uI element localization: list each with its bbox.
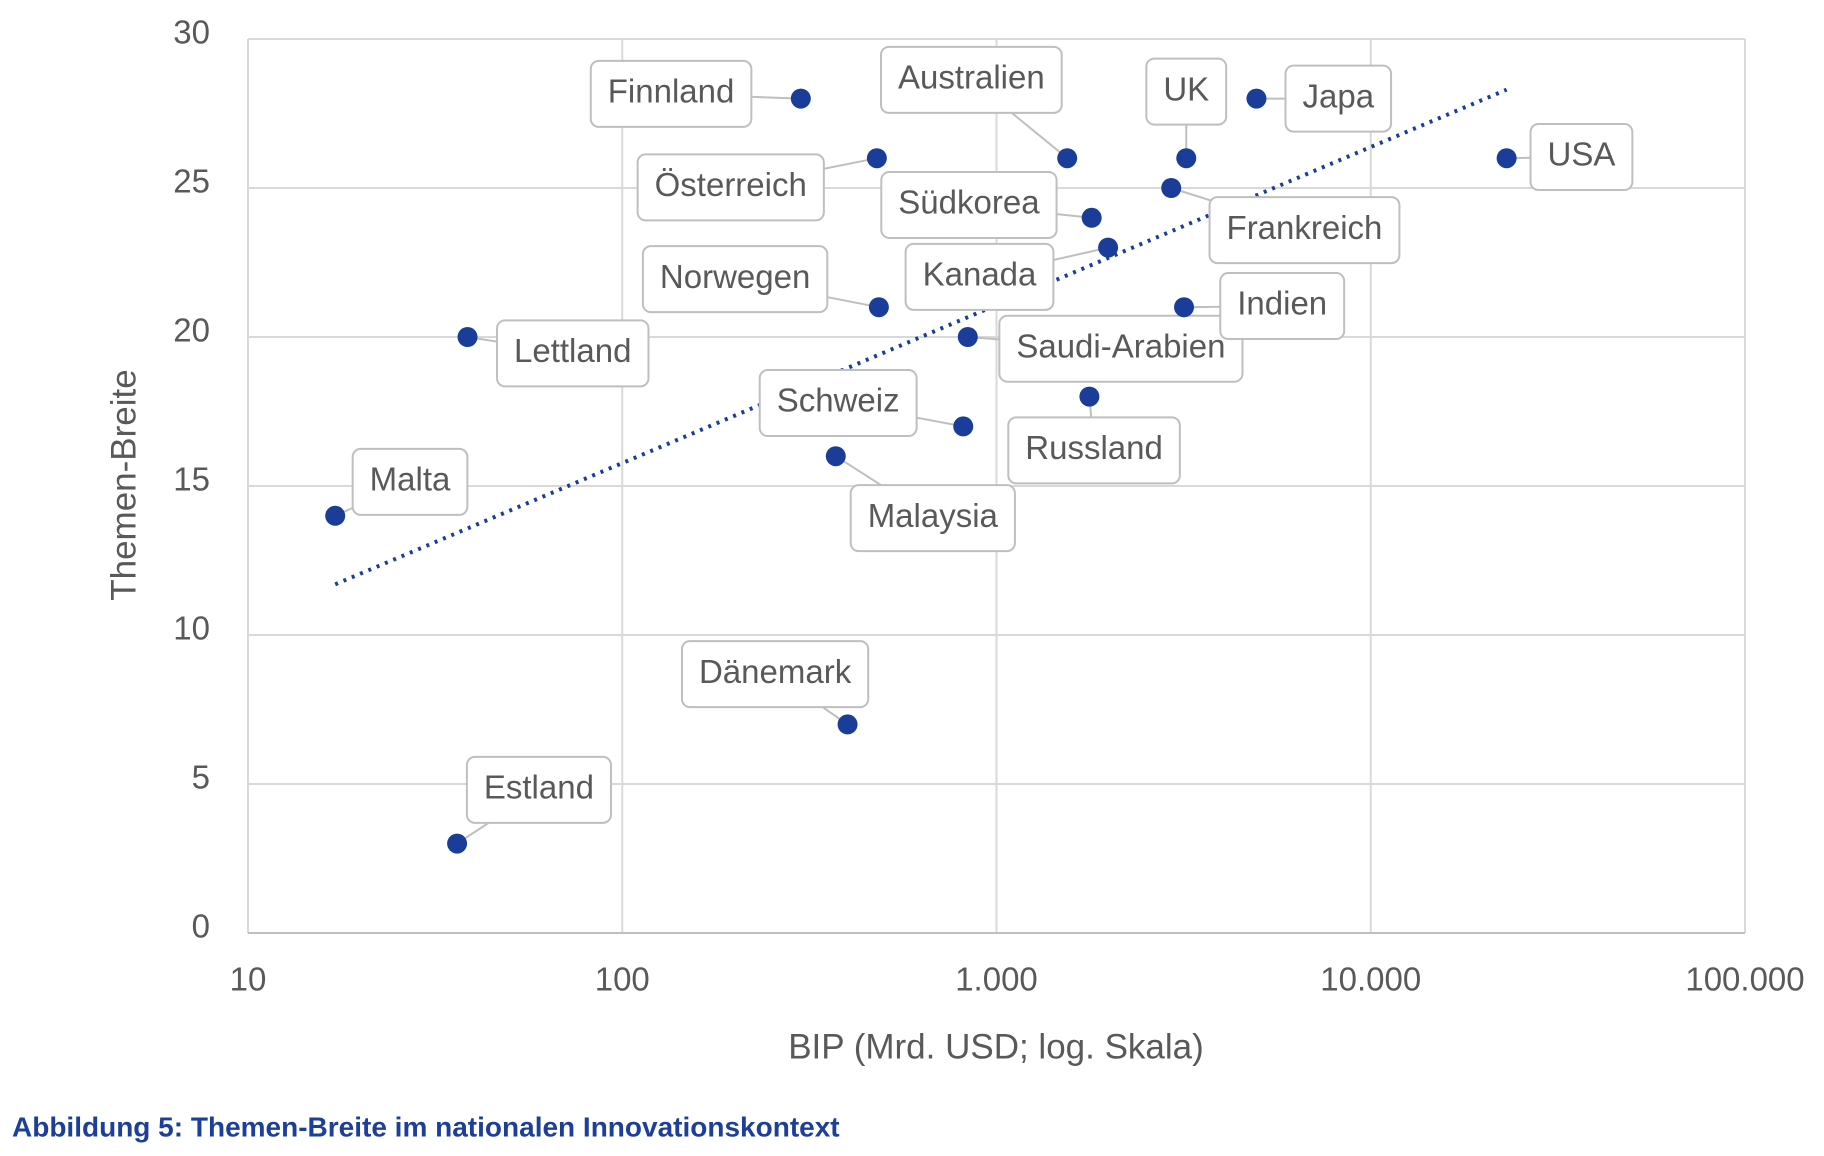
y-tick-label: 30 [173, 14, 210, 51]
label-box [351, 447, 469, 516]
data-label: Malta [370, 461, 451, 498]
callout: Schweiz [758, 369, 964, 438]
data-label: Russland [1025, 429, 1163, 466]
data-label: Südkorea [898, 184, 1040, 221]
label-box [1007, 416, 1181, 485]
data-point [1079, 386, 1100, 407]
label-box [1219, 272, 1346, 341]
data-point [837, 714, 858, 735]
data-point [1081, 207, 1102, 228]
callout: UK [1145, 57, 1228, 159]
label-box [1529, 123, 1634, 192]
data-point [1174, 297, 1195, 318]
data-label: Japa [1303, 77, 1375, 114]
data-label: Finnland [608, 73, 735, 110]
data-label: Saudi-Arabien [1016, 327, 1225, 364]
data-point [447, 833, 468, 854]
callout: Südkorea [880, 170, 1092, 239]
data-point [1057, 148, 1078, 169]
callout: Dänemark [680, 640, 870, 726]
callout: Saudi-Arabien [967, 314, 1244, 383]
data-label: Indien [1237, 285, 1327, 322]
data-point [866, 148, 887, 169]
data-point [1496, 148, 1517, 169]
x-tick-label: 1.000 [955, 961, 1038, 998]
label-box [496, 319, 650, 388]
data-label: Malaysia [868, 497, 999, 534]
data-point [868, 297, 889, 318]
data-point [953, 416, 974, 437]
callout: Indien [1184, 272, 1346, 341]
callout: Lettland [467, 319, 650, 388]
callout: Japa [1256, 64, 1393, 133]
data-point [957, 327, 978, 347]
data-label: Lettland [514, 332, 631, 369]
label-box [589, 59, 753, 128]
label-box [849, 484, 1016, 553]
x-tick-label: 100 [595, 961, 650, 998]
label-box [636, 153, 825, 222]
callout: Finnland [589, 59, 801, 128]
data-point [325, 505, 346, 526]
callout: Malaysia [835, 455, 1016, 553]
callout: Kanada [904, 242, 1109, 311]
data-point [457, 327, 478, 347]
data-point [1098, 237, 1119, 258]
label-box [879, 45, 1063, 114]
label-box [680, 640, 870, 709]
data-label: Frankreich [1227, 209, 1383, 246]
data-label: Dänemark [699, 653, 852, 690]
y-tick-label: 0 [192, 908, 210, 945]
data-label: Norwegen [660, 258, 810, 295]
callout: Estland [456, 755, 612, 845]
data-label: USA [1548, 136, 1616, 173]
x-axis-title: BIP (Mrd. USD; log. Skala) [788, 1027, 1204, 1066]
data-point [1161, 178, 1182, 198]
data-label: Österreich [655, 166, 807, 203]
callout: Australien [879, 45, 1068, 159]
data-point [825, 446, 846, 467]
y-tick-label: 5 [192, 759, 210, 796]
caption: Abbildung 5: Themen-Breite im nationalen… [12, 1111, 840, 1142]
label-box [998, 314, 1244, 383]
data-label: Australien [898, 59, 1045, 96]
label-box [1145, 57, 1228, 126]
label-box [904, 242, 1055, 311]
data-point [1246, 88, 1267, 109]
label-box [1284, 64, 1393, 133]
data-point [1176, 148, 1197, 169]
label-box [880, 170, 1058, 239]
y-tick-label: 25 [173, 163, 210, 200]
label-box [465, 755, 612, 824]
x-tick-label: 10 [230, 961, 267, 998]
data-point [790, 88, 811, 109]
x-tick-label: 10.000 [1320, 961, 1421, 998]
label-box [758, 369, 918, 438]
callout: Österreich [636, 153, 878, 222]
x-tick-label: 100.000 [1685, 961, 1804, 998]
data-label: Estland [484, 769, 594, 806]
y-tick-label: 20 [173, 312, 210, 349]
data-label: Kanada [923, 256, 1037, 293]
callout: Malta [334, 447, 469, 517]
callout: USA [1506, 123, 1634, 192]
callout: Russland [1007, 396, 1181, 485]
label-box [1208, 196, 1401, 265]
data-label: UK [1163, 70, 1209, 107]
y-axis-title: Themen-Breite [104, 369, 143, 600]
y-tick-label: 15 [173, 461, 210, 498]
data-label: Schweiz [777, 382, 900, 419]
label-box [641, 245, 829, 314]
callout: Norwegen [641, 245, 880, 314]
callout: Frankreich [1170, 187, 1401, 265]
y-tick-label: 10 [173, 610, 210, 647]
